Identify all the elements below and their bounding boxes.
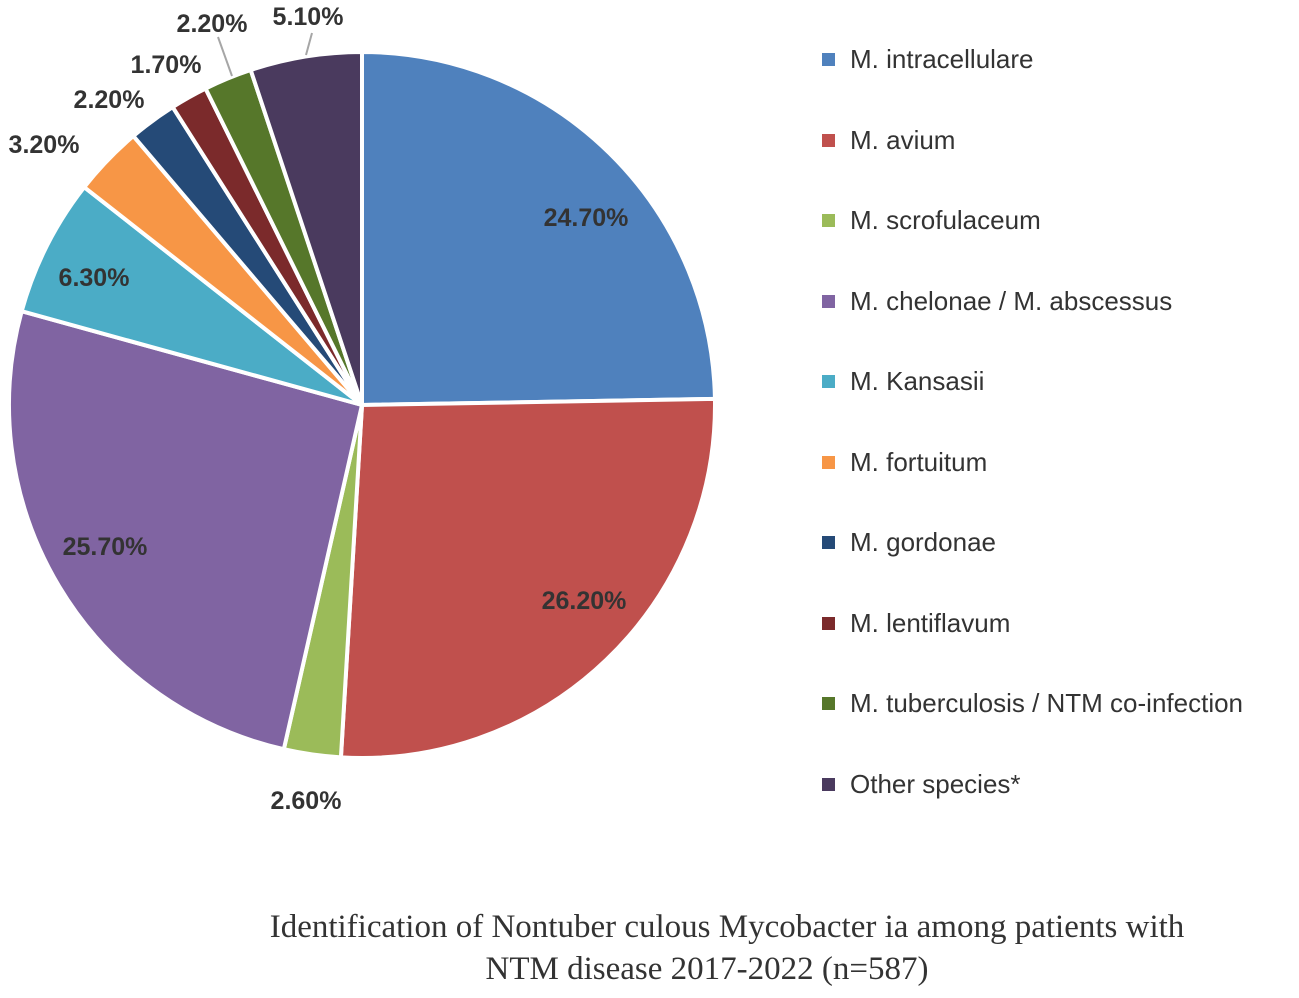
chart-caption: Identification of Nontuber culous Mycoba… <box>0 906 1299 990</box>
legend-swatch <box>822 616 835 630</box>
pie-slice-2 <box>338 396 717 760</box>
leader-line-9 <box>217 36 233 77</box>
leader-line-10 <box>305 32 313 56</box>
legend-item: M. gordonae <box>822 524 1243 605</box>
pie-labels: 24.70% 26.20% 2.60% 25.70% 6.30% 3.20% 2.20% 1.… <box>9 3 629 815</box>
legend-item: M. scrofulaceum <box>822 202 1243 283</box>
data-label-9: 2.20% <box>177 10 248 38</box>
data-label-5: 6.30% <box>59 264 130 292</box>
caption-line-1: Identification of Nontuber culous Mycoba… <box>269 909 1185 945</box>
legend-label: M. avium <box>850 124 956 155</box>
pie-slices <box>7 50 717 760</box>
legend-item: M. tuberculosis / NTM co-infection <box>822 685 1243 766</box>
legend-swatch <box>822 214 835 227</box>
pie-slice-1 <box>360 50 717 407</box>
legend-label: M. lentiflavum <box>850 607 1011 638</box>
legend-label: M. chelonae / M. abscessus <box>850 285 1173 316</box>
data-label-4: 25.70% <box>63 533 148 561</box>
data-label-1: 24.70% <box>544 204 629 232</box>
legend-label: M. intracellulare <box>850 44 1034 74</box>
legend: M. intracellulare M. avium M. scrofulaceum… <box>822 41 1243 846</box>
legend-swatch <box>822 53 835 66</box>
pie-slice-4 <box>7 309 364 752</box>
legend-swatch <box>822 133 835 147</box>
data-label-6: 3.20% <box>9 131 80 159</box>
data-label-10: 5.10% <box>273 3 344 31</box>
pie-slice-5 <box>19 185 364 407</box>
legend-swatch <box>822 777 835 791</box>
legend-item: M. intracellulare <box>822 41 1243 122</box>
legend-label: M. fortuitum <box>850 446 988 477</box>
legend-item: M. fortuitum <box>822 444 1243 525</box>
legend-item: M. lentiflavum <box>822 605 1243 686</box>
legend-swatch <box>822 375 835 388</box>
legend-label: Other species* <box>850 768 1021 799</box>
data-label-7: 2.20% <box>74 86 145 114</box>
legend-swatch <box>822 455 835 469</box>
data-label-8: 1.70% <box>131 51 202 79</box>
legend-label: M. Kansasii <box>850 366 985 396</box>
legend-label: M. tuberculosis / NTM co-infection <box>850 688 1244 718</box>
caption-line-2: NTM disease 2017-2022 (n=587) <box>485 951 929 987</box>
leader-lines <box>217 32 313 77</box>
data-label-3: 2.60% <box>271 787 342 815</box>
legend-swatch <box>822 536 835 549</box>
legend-item: Other species* <box>822 766 1243 847</box>
legend-swatch <box>822 294 835 308</box>
legend-item: M. chelonae / M. abscessus <box>822 283 1243 364</box>
pie-slice-10 <box>248 50 364 407</box>
legend-swatch <box>822 697 835 710</box>
legend-item: M. avium <box>822 122 1243 203</box>
legend-item: M. Kansasii <box>822 363 1243 444</box>
data-label-2: 26.20% <box>542 587 627 615</box>
legend-label: M. scrofulaceum <box>850 205 1041 235</box>
legend-label: M. gordonae <box>850 527 996 557</box>
